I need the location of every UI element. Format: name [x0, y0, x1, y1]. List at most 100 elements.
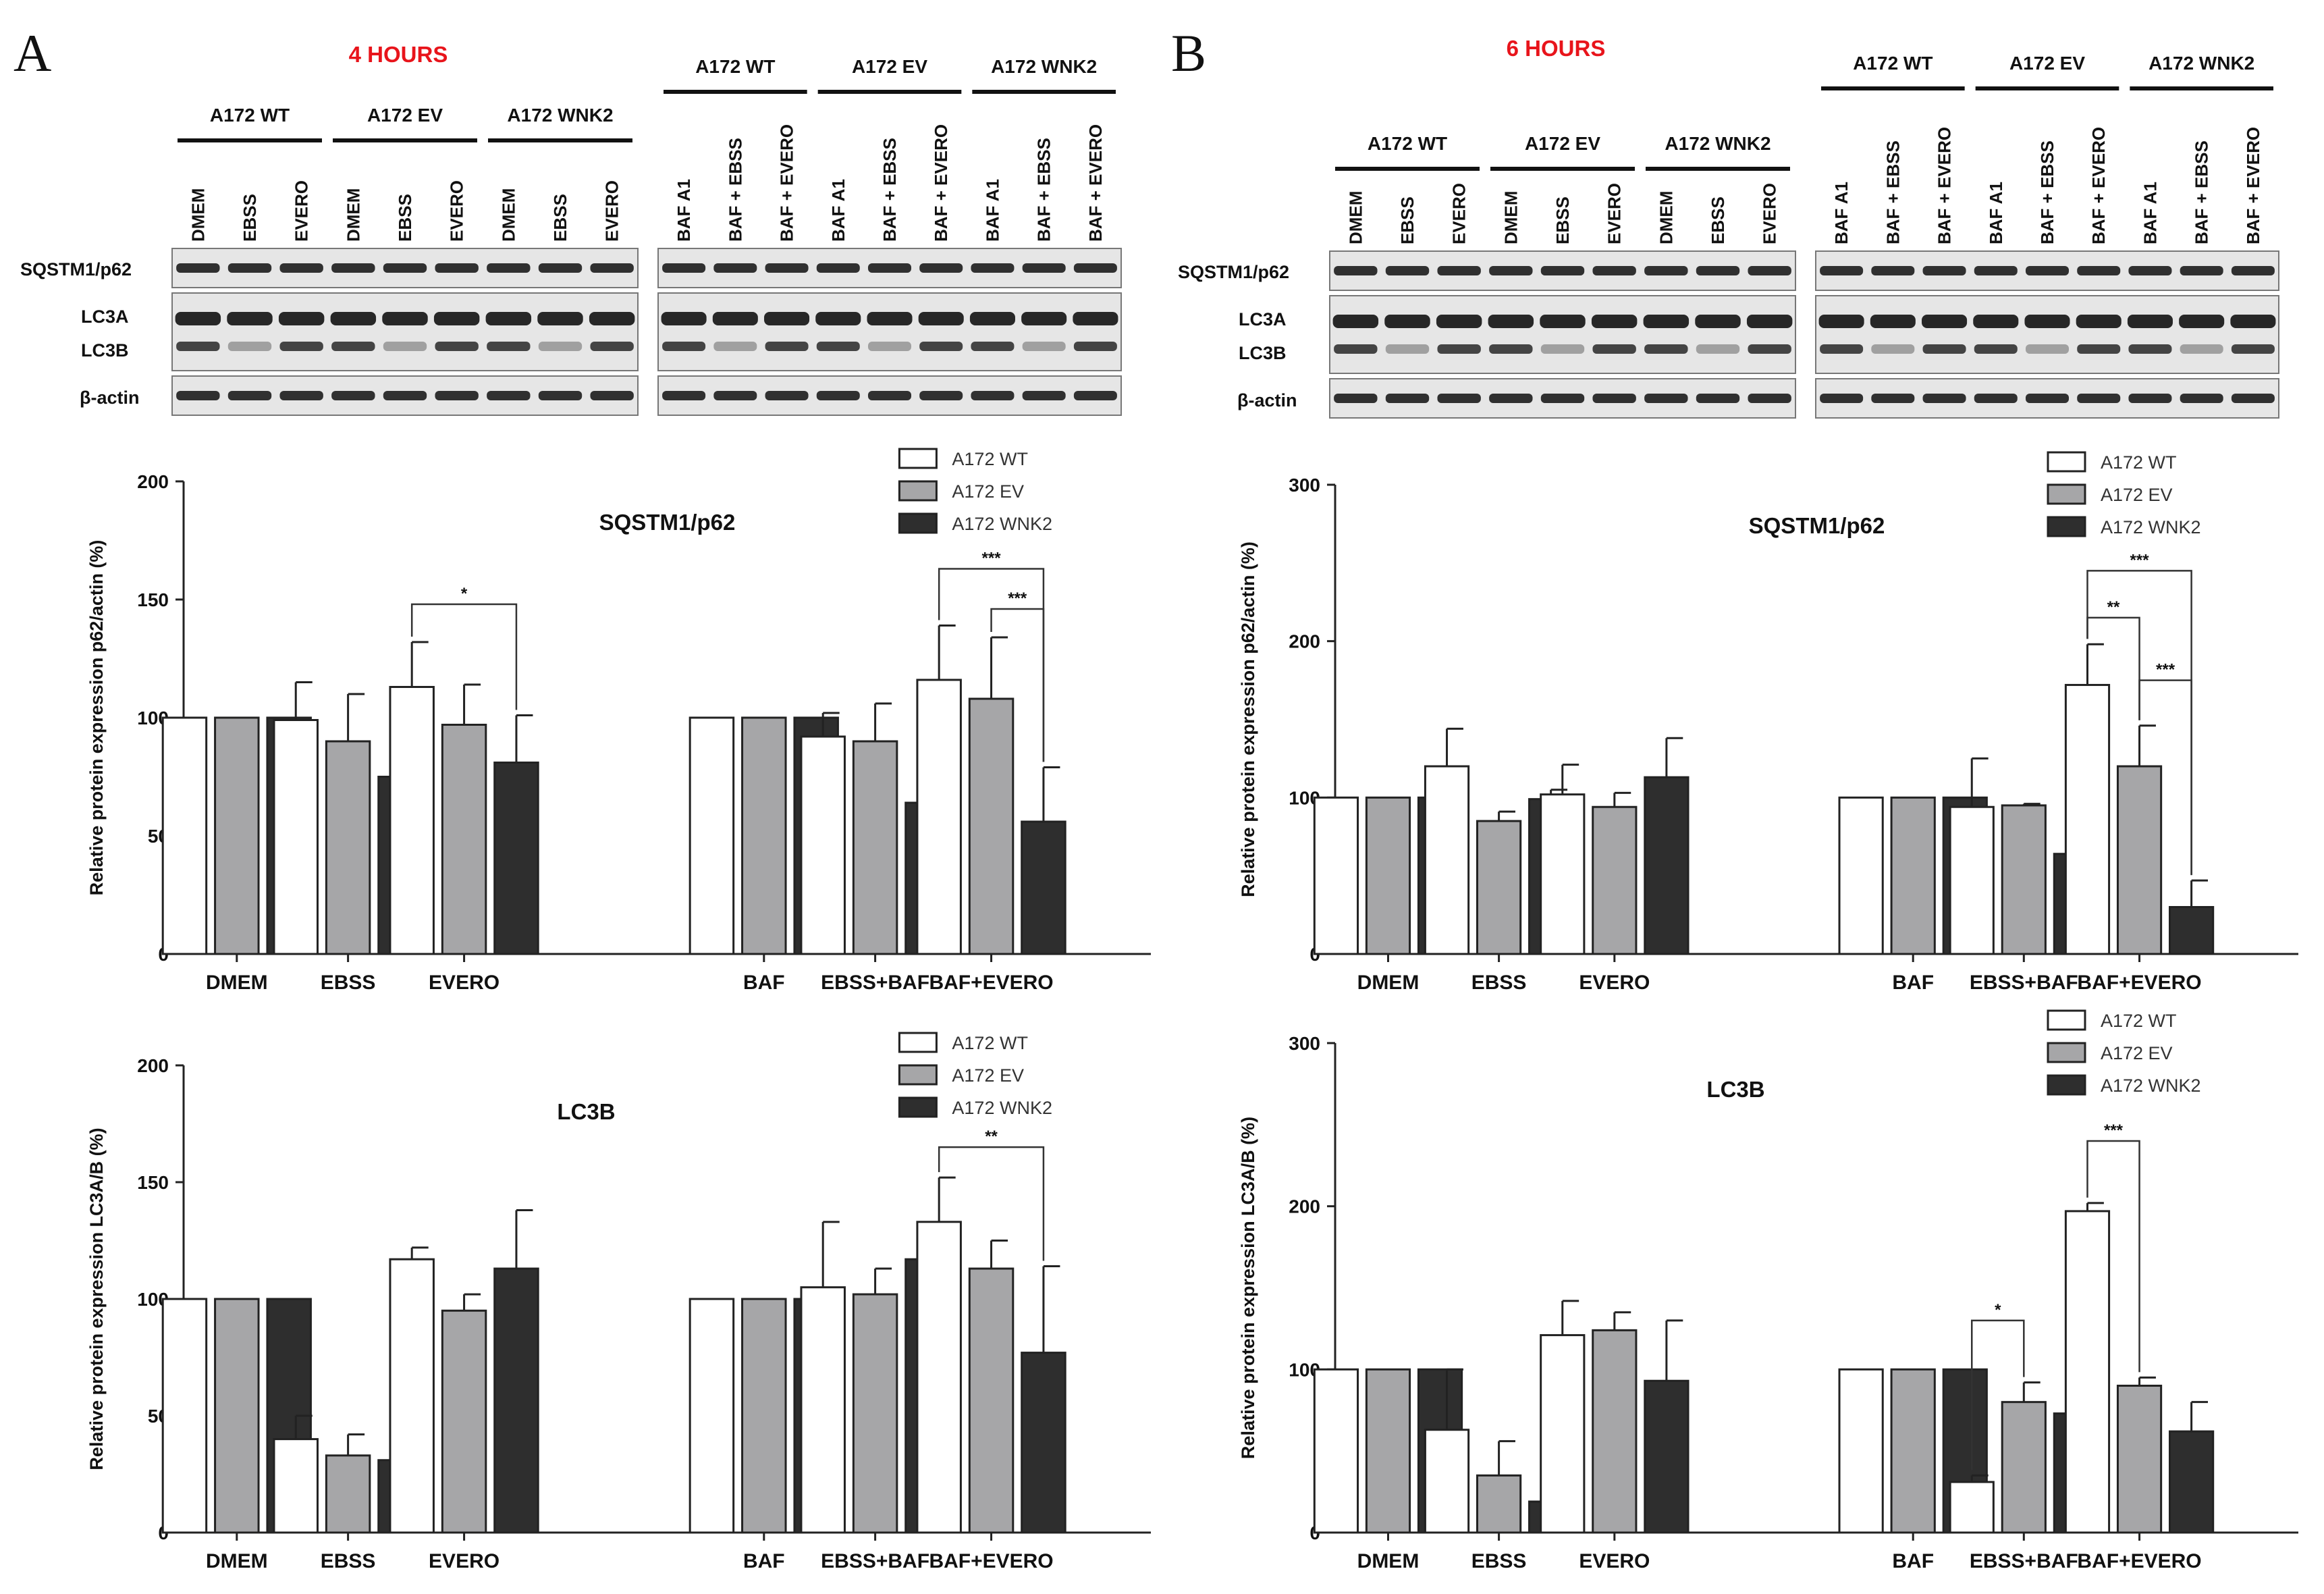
bar-a172-wt — [688, 1298, 735, 1534]
group-label: A172 WNK2 — [2149, 53, 2254, 74]
band — [538, 263, 583, 273]
band — [661, 312, 707, 325]
legend-label: A172 WT — [2101, 452, 2177, 473]
bar-a172-wt — [1540, 1334, 1586, 1534]
bar-a172-wnk2 — [2168, 1430, 2215, 1534]
band — [713, 342, 757, 351]
bar-a172-wt — [800, 1286, 846, 1534]
band — [712, 312, 758, 325]
legend-swatch — [2047, 1009, 2086, 1031]
band — [1540, 315, 1586, 328]
legend-label: A172 WNK2 — [952, 514, 1052, 534]
bar-a172-wnk2 — [2168, 906, 2215, 955]
legend-label: A172 WNK2 — [952, 1098, 1052, 1118]
band — [969, 312, 1015, 325]
band — [1334, 394, 1378, 403]
bar-a172-ev — [1476, 1474, 1522, 1534]
bar-a172-wnk2 — [1644, 776, 1690, 955]
bar-a172-wt — [273, 1438, 319, 1534]
band — [2127, 315, 2173, 328]
significance-label: *** — [2104, 1121, 2124, 1140]
lane-label: EVERO — [1604, 183, 1625, 244]
blot-label: LC3A — [81, 307, 129, 327]
legend-label: A172 WNK2 — [2101, 517, 2201, 537]
band — [2230, 315, 2276, 328]
x-tick-label: EBSS — [321, 1550, 376, 1572]
bar-a172-ev — [852, 1293, 898, 1534]
legend-label: A172 WT — [952, 449, 1028, 469]
x-tick-label: BAF — [1892, 972, 1934, 994]
legend-swatch — [898, 448, 938, 469]
x-tick-label: BAF+EVERO — [929, 972, 1053, 994]
blot-label: β-actin — [1237, 390, 1297, 410]
bar-a172-wt — [1540, 793, 1586, 955]
x-tick-label: EVERO — [429, 1550, 499, 1572]
band — [1437, 266, 1481, 275]
band — [1871, 394, 1915, 403]
bar-a172-ev — [325, 740, 371, 955]
bar-a172-wt — [1424, 1429, 1470, 1534]
band — [919, 391, 963, 400]
band — [713, 391, 757, 400]
band — [1748, 394, 1791, 403]
blot-box — [1815, 295, 2279, 374]
bar-a172-wt — [916, 1221, 962, 1534]
band — [435, 263, 479, 273]
band — [1695, 315, 1741, 328]
significance-label: * — [461, 585, 468, 603]
y-axis-label: Relative protein expression LC3A/B (%) — [1238, 1117, 1258, 1459]
significance-bracket — [410, 603, 518, 710]
panel-letter: A — [13, 24, 51, 82]
lane-label: EVERO — [1760, 183, 1780, 244]
lane-label: BAF A1 — [1831, 182, 1852, 244]
band — [2180, 344, 2223, 354]
y-tick-label: 200 — [1289, 631, 1320, 652]
band — [2077, 344, 2121, 354]
x-tick-label: EBSS+BAF — [821, 1550, 929, 1572]
band — [662, 391, 706, 400]
band — [1385, 394, 1430, 403]
band — [1696, 266, 1740, 275]
band — [1489, 394, 1533, 403]
band — [1540, 394, 1585, 403]
legend-swatch — [898, 1064, 938, 1086]
band — [1974, 344, 2018, 354]
legend-label: A172 EV — [2101, 1043, 2173, 1063]
bar-a172-ev — [2001, 804, 2047, 955]
x-tick-label: BAF+EVERO — [2077, 1550, 2201, 1572]
bar-a172-ev — [214, 716, 260, 955]
bar-a172-ev — [1365, 796, 1411, 955]
band — [1871, 344, 1915, 354]
band — [1592, 394, 1636, 403]
band — [1384, 315, 1430, 328]
band — [227, 391, 272, 400]
band — [1592, 266, 1636, 275]
group-label: A172 EV — [2009, 53, 2085, 74]
significance-label: ** — [2107, 598, 2120, 616]
x-tick-label: DMEM — [206, 972, 268, 994]
bar-a172-ev — [1890, 796, 1936, 955]
bar-a172-wnk2 — [493, 762, 539, 955]
significance-label: *** — [2130, 551, 2150, 569]
lane-label: BAF + EBSS — [2192, 140, 2212, 244]
band — [2077, 266, 2121, 275]
band — [713, 263, 757, 273]
band — [590, 342, 634, 351]
band — [589, 312, 635, 325]
x-tick-label: EBSS — [1471, 972, 1527, 994]
band — [1644, 394, 1688, 403]
lane-label: BAF + EVERO — [2243, 127, 2263, 244]
band — [867, 312, 913, 325]
y-tick-label: 200 — [137, 471, 169, 492]
band — [331, 342, 375, 351]
y-axis-label: Relative protein expression LC3A/B (%) — [86, 1127, 107, 1470]
band — [919, 263, 963, 273]
bar-a172-wt — [1838, 1368, 1884, 1534]
band — [2128, 394, 2172, 403]
band — [1540, 266, 1585, 275]
band — [1437, 344, 1481, 354]
band — [1334, 266, 1378, 275]
band — [815, 312, 861, 325]
chart-title: LC3B — [557, 1099, 615, 1124]
bar-a172-ev — [1592, 1329, 1638, 1534]
